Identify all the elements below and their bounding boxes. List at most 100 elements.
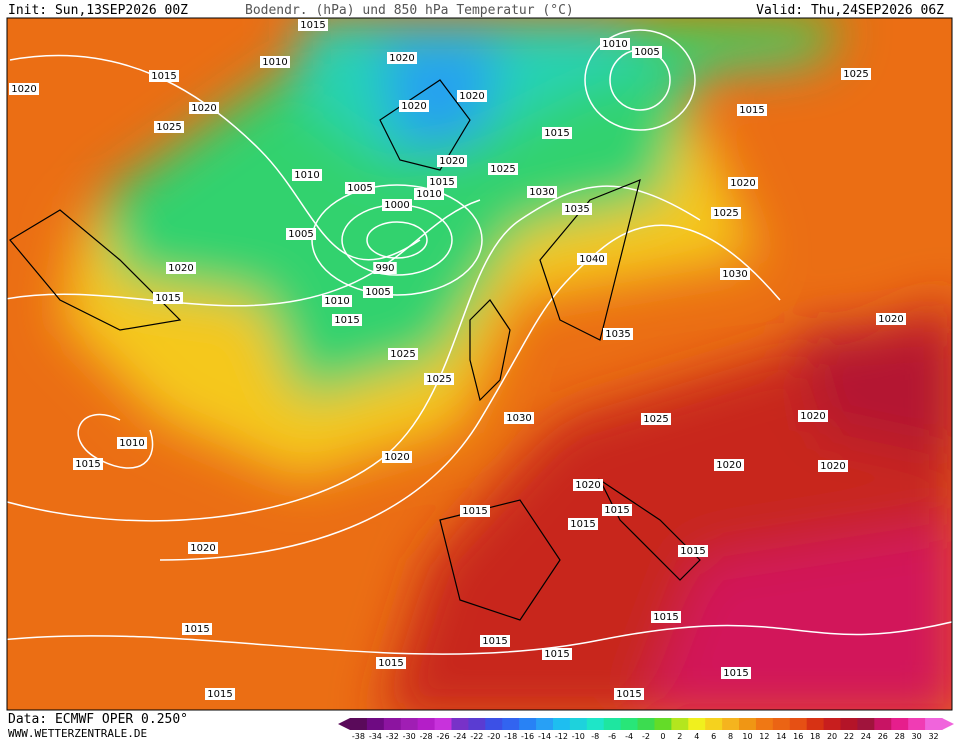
- isobar-label-box: [322, 295, 352, 307]
- isobar-label: 1015: [153, 292, 183, 304]
- isobar-value: 1005: [634, 47, 659, 58]
- map-border: [6, 17, 953, 711]
- isobar-label-box: [737, 104, 767, 116]
- colorbar-label: -14: [538, 732, 551, 741]
- colorbar-swatch: [789, 718, 808, 730]
- isobar-label-box: [286, 228, 316, 240]
- isobar-label-box: [373, 262, 397, 274]
- colorbar-label: 30: [912, 732, 922, 741]
- colorbar-label: 22: [844, 732, 854, 741]
- isobar-value: 1025: [426, 374, 451, 385]
- isobar-label: 1020: [818, 460, 848, 472]
- map-area: [7, 18, 952, 710]
- isobar-value: 1005: [365, 287, 390, 298]
- colorbar-label: 20: [827, 732, 837, 741]
- isobar-label: 1010: [260, 56, 290, 68]
- isobar-value: 1015: [300, 20, 325, 31]
- isobar-label-box: [117, 437, 147, 449]
- isobar-label-box: [427, 176, 457, 188]
- isobar-value: 1020: [11, 84, 36, 95]
- colorbar-label: -38: [352, 732, 365, 741]
- colorbar-label: -8: [591, 732, 599, 741]
- isobar-label: 1015: [182, 623, 212, 635]
- isobar-label-box: [188, 542, 218, 554]
- isobar-value: 1015: [155, 293, 180, 304]
- data-source: Data: ECMWF OPER 0.250°: [8, 712, 188, 727]
- isobar-label-box: [382, 199, 412, 211]
- isobar-value: 1015: [151, 71, 176, 82]
- isobar-label-box: [376, 657, 406, 669]
- colorbar-swatch: [840, 718, 858, 730]
- isobar-value: 1015: [680, 546, 705, 557]
- isobar-value: 1010: [602, 39, 627, 50]
- isobar-label: 1015: [651, 611, 681, 623]
- colorbar-swatch: [806, 718, 825, 730]
- isobar-value: 1025: [156, 122, 181, 133]
- colorbar-label: 16: [793, 732, 803, 741]
- map-title: Bodendr. (hPa) und 850 hPa Temperatur (°…: [245, 3, 574, 18]
- coastlines: [9, 79, 701, 621]
- isobar-label-box: [711, 207, 741, 219]
- isobar-label: 1015: [614, 688, 644, 700]
- isobar-value: 1040: [579, 254, 604, 265]
- isobar-label: 1020: [382, 451, 412, 463]
- isobar-label: 1040: [577, 253, 607, 265]
- isobar-label-box: [720, 268, 750, 280]
- isobar-value: 1005: [288, 229, 313, 240]
- colorbar-label: -16: [521, 732, 534, 741]
- colorbar-swatch: [823, 718, 842, 730]
- isobar-value: 1025: [713, 208, 738, 219]
- isobar-label: 1025: [841, 68, 871, 80]
- isobar-label-box: [205, 688, 235, 700]
- colorbar-label: -12: [555, 732, 568, 741]
- colorbar-label: 28: [895, 732, 905, 741]
- isobar-value: 1030: [529, 187, 554, 198]
- isobar-label: 1010: [600, 38, 630, 50]
- colorbar-swatch: [451, 718, 469, 730]
- isobar-label: 1025: [154, 121, 184, 133]
- isobar-value: 1020: [389, 53, 414, 64]
- isobar-value: 1030: [722, 269, 747, 280]
- colorbar-label: 0: [660, 732, 665, 741]
- isobar-label: 1020: [437, 155, 467, 167]
- isobar-label-box: [632, 46, 662, 58]
- isobar-label: 1015: [737, 104, 767, 116]
- isobar-label-box: [876, 313, 906, 325]
- isobar-label: 1015: [73, 458, 103, 470]
- isobar-label: 1030: [504, 412, 534, 424]
- isobar-value: 1015: [378, 658, 403, 669]
- isobar-value: 1020: [384, 452, 409, 463]
- isobar-label-box: [488, 163, 518, 175]
- isobar-label-box: [527, 186, 557, 198]
- isobar-label: 1020: [9, 83, 39, 95]
- isobar-label-box: [149, 70, 179, 82]
- isobar-label-box: [424, 373, 454, 385]
- isobar-value: 1015: [207, 689, 232, 700]
- isobar-value: 1010: [119, 438, 144, 449]
- colorbar-label: -22: [470, 732, 483, 741]
- colorbar-swatch: [637, 718, 655, 730]
- isobar-value: 1010: [294, 170, 319, 181]
- isobar-label: 1015: [542, 648, 572, 660]
- colorbar-label: -10: [572, 732, 585, 741]
- isobar-label-box: [298, 19, 328, 31]
- isobar-label-box: [798, 410, 828, 422]
- isobar-value: 1020: [459, 91, 484, 102]
- colorbar-swatch: [468, 718, 486, 730]
- isobar-value: 1010: [262, 57, 287, 68]
- colorbar-label: 10: [742, 732, 752, 741]
- isobar-value: 1015: [739, 105, 764, 116]
- isobar-value: 1015: [544, 649, 569, 660]
- isobar-label-box: [414, 188, 444, 200]
- isobar-label: 1025: [388, 348, 418, 360]
- isobar-value: 1020: [168, 263, 193, 274]
- isobar-label: 1015: [149, 70, 179, 82]
- isobar-label: 1015: [568, 518, 598, 530]
- isobar-value: 1020: [439, 156, 464, 167]
- isobar-label-box: [728, 177, 758, 189]
- isobar-label-box: [457, 90, 487, 102]
- colorbar-label: 4: [694, 732, 699, 741]
- colorbar-swatch: [383, 718, 402, 730]
- isobar-value: 1025: [643, 414, 668, 425]
